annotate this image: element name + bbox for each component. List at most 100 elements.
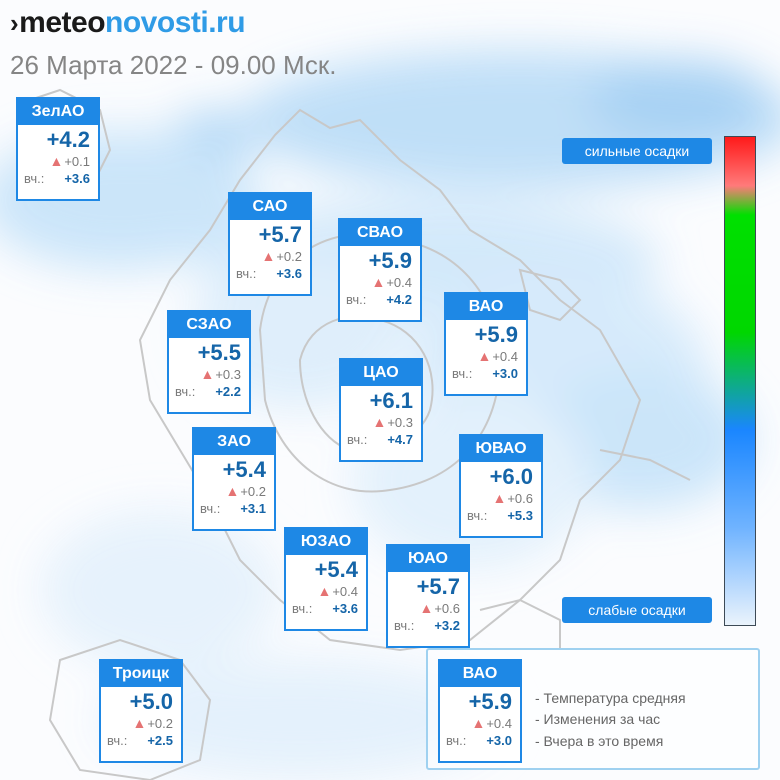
rise-triangle-icon: ▲ (317, 583, 332, 599)
yesterday-label: вч.: (346, 292, 367, 307)
hourly-change-value: +0.3 (215, 367, 241, 382)
hourly-change: ▲+0.1 (18, 153, 98, 170)
district-temperature: +6.1 (369, 388, 413, 413)
district-name: СЗАО (169, 312, 249, 338)
hourly-change: ▲+0.2 (194, 483, 274, 500)
district-card-vao[interactable]: ВАО +5.9 ▲+0.4 вч.: +3.0 (444, 292, 528, 396)
yesterday-row: вч.: +3.1 (194, 500, 274, 518)
district-name: САО (230, 194, 310, 220)
yesterday-value: +4.7 (387, 432, 413, 447)
hourly-change: ▲+0.6 (461, 490, 541, 507)
yesterday-row: вч.: +3.6 (286, 600, 366, 618)
yesterday-row: вч.: +4.2 (340, 291, 420, 309)
hourly-change: ▲+0.4 (440, 715, 520, 732)
rise-triangle-icon: ▲ (49, 153, 64, 169)
rise-triangle-icon: ▲ (225, 483, 240, 499)
district-card-troitsk[interactable]: Троицк +5.0 ▲+0.2 вч.: +2.5 (99, 659, 183, 763)
yesterday-label: вч.: (446, 733, 467, 748)
yesterday-row: вч.: +2.5 (101, 732, 181, 750)
yesterday-row: вч.: +3.0 (440, 732, 520, 750)
legend-hourly-change: - Изменения за час (535, 711, 661, 727)
rise-triangle-icon: ▲ (371, 274, 386, 290)
rise-triangle-icon: ▲ (200, 366, 215, 382)
rise-triangle-icon: ▲ (492, 490, 507, 506)
logo-part-meteo: meteo (19, 6, 106, 39)
yesterday-value: +3.0 (492, 366, 518, 381)
hourly-change: ▲+0.2 (230, 248, 310, 265)
report-datetime: 26 Марта 2022 - 09.00 Мск. (10, 50, 337, 80)
yesterday-row: вч.: +3.0 (446, 365, 526, 383)
district-name: ЮВАО (461, 436, 541, 462)
rise-triangle-icon: ▲ (132, 715, 147, 731)
yesterday-value: +3.6 (332, 601, 358, 616)
district-card-zelao[interactable]: ЗелАО +4.2 ▲+0.1 вч.: +3.6 (16, 97, 100, 201)
district-name: Троицк (101, 661, 181, 687)
logo-part-novosti: novosti.ru (105, 6, 246, 39)
legend-average-temperature: - Температура средняя (535, 690, 686, 706)
yesterday-label: вч.: (175, 384, 196, 399)
district-temperature: +5.7 (258, 222, 302, 247)
hourly-change: ▲+0.2 (101, 715, 181, 732)
rise-triangle-icon: ▲ (419, 600, 434, 616)
yesterday-value: +3.6 (64, 171, 90, 186)
legend-yesterday-same-time: - Вчера в это время (535, 733, 664, 749)
district-temperature: +5.9 (368, 248, 412, 273)
district-card-sao[interactable]: САО +5.7 ▲+0.2 вч.: +3.6 (228, 192, 312, 296)
district-name: ВАО (440, 661, 520, 687)
yesterday-row: вч.: +5.3 (461, 507, 541, 525)
district-card-svao[interactable]: СВАО +5.9 ▲+0.4 вч.: +4.2 (338, 218, 422, 322)
hourly-change-value: +0.4 (486, 716, 512, 731)
hourly-change-value: +0.4 (332, 584, 358, 599)
hourly-change: ▲+0.4 (286, 583, 366, 600)
yesterday-value: +3.1 (240, 501, 266, 516)
yesterday-label: вч.: (452, 366, 473, 381)
district-temperature: +5.9 (468, 689, 512, 714)
hourly-change: ▲+0.3 (169, 366, 249, 383)
yesterday-row: вч.: +3.6 (230, 265, 310, 283)
yesterday-row: вч.: +3.2 (388, 617, 468, 635)
rise-triangle-icon: ▲ (477, 348, 492, 364)
yesterday-value: +2.2 (215, 384, 241, 399)
yesterday-value: +3.0 (486, 733, 512, 748)
yesterday-value: +3.6 (276, 266, 302, 281)
hourly-change-value: +0.4 (492, 349, 518, 364)
hourly-change-value: +0.2 (276, 249, 302, 264)
district-name: ВАО (446, 294, 526, 320)
district-temperature: +5.4 (314, 557, 358, 582)
hourly-change-value: +0.2 (240, 484, 266, 499)
district-card-szao[interactable]: СЗАО +5.5 ▲+0.3 вч.: +2.2 (167, 310, 251, 414)
hourly-change-value: +0.6 (434, 601, 460, 616)
district-name: ЮЗАО (286, 529, 366, 555)
district-temperature: +5.7 (416, 574, 460, 599)
hourly-change-value: +0.4 (386, 275, 412, 290)
yesterday-value: +4.2 (386, 292, 412, 307)
district-temperature: +4.2 (46, 127, 90, 152)
district-card-cao[interactable]: ЦАО +6.1 ▲+0.3 вч.: +4.7 (339, 358, 423, 462)
light-precipitation-label: слабые осадки (562, 597, 712, 623)
yesterday-value: +5.3 (507, 508, 533, 523)
district-temperature: +5.4 (222, 457, 266, 482)
district-temperature: +5.9 (474, 322, 518, 347)
yesterday-label: вч.: (467, 508, 488, 523)
yesterday-label: вч.: (394, 618, 415, 633)
hourly-change: ▲+0.3 (341, 414, 421, 431)
hourly-change-value: +0.3 (387, 415, 413, 430)
district-temperature: +5.0 (129, 689, 173, 714)
yesterday-label: вч.: (347, 432, 368, 447)
logo-chevron-icon: › (10, 8, 19, 38)
district-card-yuvao[interactable]: ЮВАО +6.0 ▲+0.6 вч.: +5.3 (459, 434, 543, 538)
district-name: ЮАО (388, 546, 468, 572)
district-card-yuzao[interactable]: ЮЗАО +5.4 ▲+0.4 вч.: +3.6 (284, 527, 368, 631)
district-card-yuao[interactable]: ЮАО +5.7 ▲+0.6 вч.: +3.2 (386, 544, 470, 648)
district-name: ЦАО (341, 360, 421, 386)
yesterday-label: вч.: (107, 733, 128, 748)
site-logo[interactable]: ›meteonovosti.ru (10, 6, 246, 40)
yesterday-row: вч.: +3.6 (18, 170, 98, 188)
hourly-change-value: +0.2 (147, 716, 173, 731)
district-card-zao[interactable]: ЗАО +5.4 ▲+0.2 вч.: +3.1 (192, 427, 276, 531)
rise-triangle-icon: ▲ (372, 414, 387, 430)
hourly-change-value: +0.6 (507, 491, 533, 506)
hourly-change: ▲+0.4 (446, 348, 526, 365)
district-temperature: +6.0 (489, 464, 533, 489)
district-name: ЗелАО (18, 99, 98, 125)
